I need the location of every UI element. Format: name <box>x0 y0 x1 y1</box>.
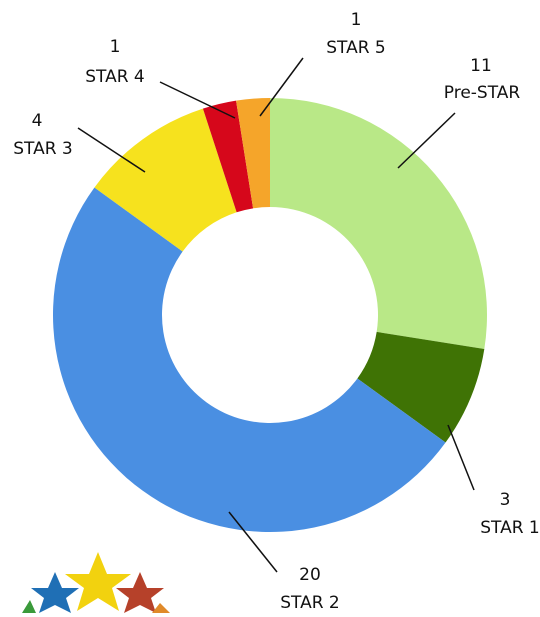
value-label: 3 <box>500 490 511 510</box>
slice <box>236 98 270 209</box>
leader-line <box>159 81 236 119</box>
leader-line <box>259 57 304 117</box>
category-label: STAR 4 <box>85 67 145 87</box>
slice <box>94 108 237 252</box>
value-label: 11 <box>470 56 492 76</box>
leader-line <box>397 112 456 169</box>
value-label: 1 <box>110 37 121 57</box>
category-label: STAR 2 <box>280 593 340 613</box>
category-label: STAR 5 <box>326 38 386 58</box>
category-label: STAR 1 <box>480 518 540 538</box>
value-label: 1 <box>351 10 362 30</box>
stars-logo <box>22 552 170 613</box>
leader-line <box>77 127 146 173</box>
category-label: Pre-STAR <box>444 83 521 103</box>
slice <box>357 331 485 443</box>
category-label: STAR 3 <box>13 139 73 159</box>
leader-line <box>447 424 475 491</box>
leader-line <box>228 511 278 573</box>
value-label: 20 <box>299 565 321 585</box>
slice <box>202 100 254 213</box>
slice <box>270 98 487 349</box>
value-label: 4 <box>32 111 43 131</box>
slice <box>53 187 446 532</box>
